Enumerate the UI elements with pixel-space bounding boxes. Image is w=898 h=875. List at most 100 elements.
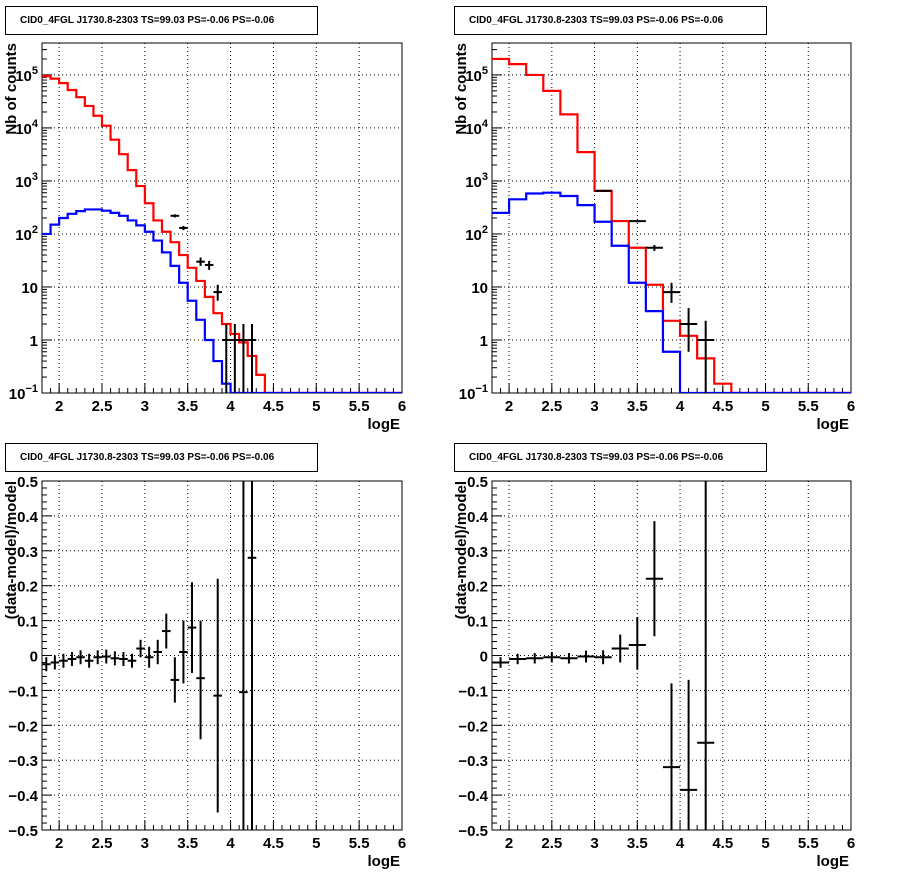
panel-title-bottom-right: CID0_4FGL J1730.8-2303 TS=99.03 PS=-0.06… (454, 443, 767, 472)
x-tick-label: 3 (590, 835, 598, 852)
x-tick-label: 2 (55, 835, 63, 852)
data-point (697, 320, 715, 393)
x-tick-label: 2.5 (92, 835, 113, 852)
y-tick-label: 1 (30, 333, 38, 350)
y-tick-label: −0.3 (458, 753, 488, 770)
data-point (611, 634, 629, 663)
x-tick-label: 4.5 (263, 835, 284, 852)
data-point (93, 650, 102, 665)
panel-title-text: CID0_4FGL J1730.8-2303 TS=99.03 PS=-0.06… (20, 15, 275, 26)
y-tick-label: −0.1 (458, 683, 488, 700)
data-point (144, 646, 154, 668)
y-tick-label: 0.3 (17, 544, 38, 561)
x-tick-label: 5 (312, 835, 320, 852)
y-tick-label: −0.4 (458, 788, 488, 805)
data-point (697, 481, 715, 830)
x-tick-label: 3.5 (627, 835, 648, 852)
data-point (239, 481, 248, 830)
plot-area (42, 481, 257, 830)
data-point (110, 651, 120, 666)
data-point (136, 639, 145, 658)
y-tick-label: 10 (471, 280, 488, 297)
y-tick-label: 104 (15, 118, 39, 138)
data-point (230, 324, 240, 393)
data-point (179, 225, 188, 231)
x-axis-label: logE (817, 853, 850, 870)
y-tick-label: 10−1 (459, 383, 488, 403)
data-point (127, 653, 137, 668)
y-tick-label: 102 (465, 224, 488, 244)
x-tick-label: 2 (55, 398, 63, 415)
plot-area (42, 74, 402, 393)
x-tick-label: 4.5 (712, 835, 733, 852)
x-tick-label: 2.5 (541, 398, 562, 415)
y-tick-label: 0.1 (17, 614, 38, 631)
histogram-series-red (42, 74, 402, 393)
data-point (662, 282, 681, 303)
x-tick-label: 5.5 (798, 835, 819, 852)
y-tick-label: 0.2 (467, 579, 488, 596)
y-tick-label: 1 (480, 333, 488, 350)
data-point (153, 639, 162, 665)
y-tick-label: 0 (480, 649, 488, 666)
data-point (594, 189, 612, 192)
x-tick-label: 6 (847, 398, 855, 415)
data-point (213, 578, 222, 813)
data-point (213, 284, 222, 301)
panel-1 (491, 42, 852, 394)
y-tick-label: 104 (465, 118, 489, 138)
data-point (187, 582, 197, 673)
y-tick-label: 0.2 (17, 579, 38, 596)
y-axis-label: Nb of counts (453, 43, 470, 135)
x-tick-label: 4 (676, 835, 685, 852)
data-point (196, 620, 205, 740)
y-tick-label: −0.1 (8, 683, 38, 700)
x-tick-label: 4.5 (263, 398, 284, 415)
plot-area (492, 481, 715, 830)
y-tick-label: 0.4 (17, 509, 39, 526)
x-tick-label: 3 (141, 398, 149, 415)
data-point (222, 324, 231, 393)
data-point (179, 620, 188, 684)
y-axis-label: (data-model)/model (453, 481, 470, 619)
data-point (628, 219, 646, 223)
y-tick-label: −0.4 (8, 788, 38, 805)
histogram-series-blue (492, 191, 851, 393)
x-tick-label: 3.5 (177, 398, 198, 415)
y-tick-label: 103 (15, 171, 38, 191)
y-tick-label: 0.4 (467, 509, 489, 526)
data-point (50, 655, 60, 670)
data-point (196, 257, 205, 266)
panel-2 (41, 480, 403, 831)
data-point (247, 324, 257, 393)
data-point (162, 613, 171, 649)
x-tick-label: 4 (226, 398, 235, 415)
plot-frame (41, 42, 403, 394)
histogram-series-blue (42, 208, 402, 393)
data-point (76, 650, 85, 665)
data-point (526, 653, 544, 664)
data-point (662, 683, 681, 830)
data-point (543, 652, 561, 663)
x-tick-label: 5.5 (798, 398, 819, 415)
panel-title-top-right: CID0_4FGL J1730.8-2303 TS=99.03 PS=-0.06… (454, 6, 767, 35)
x-tick-label: 2 (505, 398, 513, 415)
y-tick-label: 10 (21, 280, 38, 297)
x-tick-label: 5 (761, 835, 769, 852)
y-tick-label: 0 (30, 649, 38, 666)
data-point (645, 521, 663, 637)
y-axis-label: (data-model)/model (3, 481, 20, 619)
plot-frame (491, 42, 852, 394)
data-point (577, 650, 595, 663)
y-tick-label: 105 (15, 65, 38, 85)
y-tick-label: 10−1 (9, 383, 38, 403)
x-axis-label: logE (817, 416, 850, 433)
x-tick-label: 5 (312, 398, 320, 415)
y-tick-label: −0.3 (8, 753, 38, 770)
y-tick-label: −0.2 (458, 718, 488, 735)
panel-title-text: CID0_4FGL J1730.8-2303 TS=99.03 PS=-0.06… (20, 452, 275, 463)
plot-area (492, 57, 851, 393)
panel-0 (41, 42, 403, 394)
data-point (59, 653, 68, 668)
